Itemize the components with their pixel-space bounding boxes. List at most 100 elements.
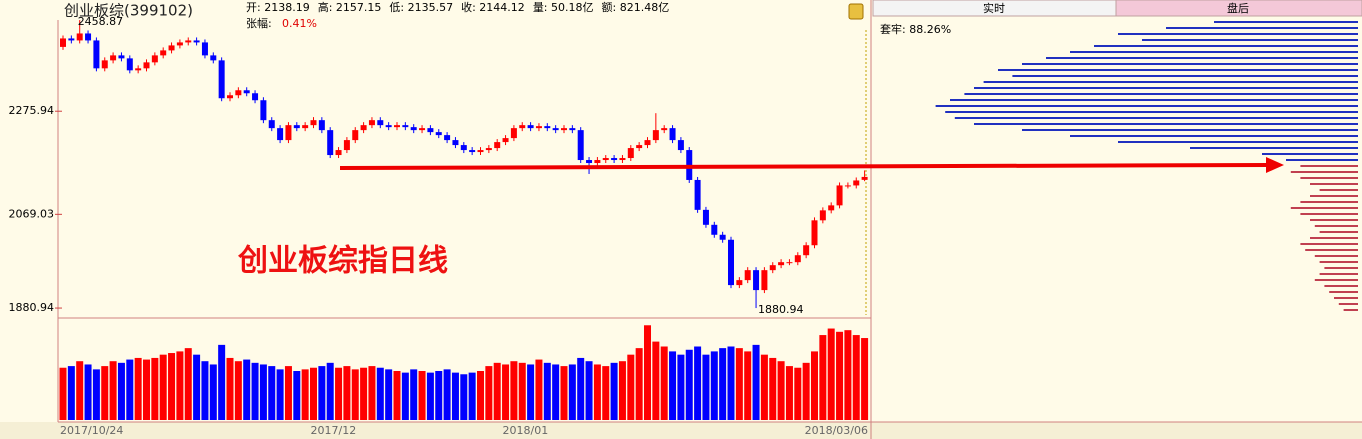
change-label: 张幅: xyxy=(246,17,272,30)
candle-body xyxy=(778,262,785,266)
volume-bar xyxy=(343,366,351,420)
candle-body xyxy=(669,128,676,141)
candle-body xyxy=(677,140,684,151)
candle-body xyxy=(402,125,409,128)
volume-bar xyxy=(209,364,217,420)
candle-body xyxy=(494,142,501,149)
candle-body xyxy=(427,128,434,133)
volume-bar xyxy=(760,354,768,420)
candle-body xyxy=(135,68,142,71)
volume-bar xyxy=(552,364,560,420)
candle-body xyxy=(694,179,701,210)
volume-bar xyxy=(143,359,150,420)
volume-bar xyxy=(101,366,109,420)
x-tick-label: 2017/10/24 xyxy=(60,424,123,437)
candle-body xyxy=(636,145,643,149)
candle-body xyxy=(368,120,375,126)
candle-body xyxy=(644,140,651,146)
candle-body xyxy=(569,128,576,131)
volume-bar xyxy=(168,353,176,420)
candle-body xyxy=(210,55,217,61)
volume-bar xyxy=(777,361,785,420)
volume-bar xyxy=(819,335,827,420)
candle-body xyxy=(410,127,417,131)
x-tick-label: 2017/12 xyxy=(311,424,357,437)
volume-bar xyxy=(335,367,343,420)
volume-bar xyxy=(67,366,75,420)
volume-bar xyxy=(159,354,167,420)
candle-body xyxy=(335,150,342,156)
volume-bar xyxy=(259,364,267,420)
candle-body xyxy=(60,38,66,47)
volume-bar xyxy=(518,362,526,420)
candle-body xyxy=(285,125,292,141)
tab-label[interactable]: 实时 xyxy=(983,1,1005,15)
candle-body xyxy=(535,126,542,129)
candle-body xyxy=(519,125,526,129)
volume-bar xyxy=(602,366,610,420)
candle-body xyxy=(853,180,860,186)
candle-body xyxy=(611,158,618,161)
candle-body xyxy=(803,245,810,256)
volume-bar xyxy=(401,372,409,420)
volume-bar xyxy=(710,351,718,420)
volume-bar xyxy=(318,366,326,420)
candle-body xyxy=(227,95,233,99)
quote-info: 高: 2157.15 xyxy=(318,0,382,14)
volume-bar xyxy=(568,364,576,420)
volume-bar xyxy=(326,362,334,420)
x-tick-label: 2018/03/06 xyxy=(805,424,868,437)
volume-bar xyxy=(385,369,393,420)
candle-body xyxy=(627,148,634,159)
volume-bar xyxy=(685,349,693,420)
candle-body xyxy=(452,140,459,146)
candle-body xyxy=(561,128,567,131)
candle-body xyxy=(352,130,359,141)
annotation: 创业板综指日线 xyxy=(237,244,448,279)
y-tick-label: 2069.03 xyxy=(9,207,55,220)
candle-body xyxy=(502,138,509,143)
candle-body xyxy=(769,265,776,271)
candle-body xyxy=(485,148,492,151)
volume-bar xyxy=(226,357,234,420)
volume-bar xyxy=(468,372,476,420)
volume-bar xyxy=(836,331,844,420)
volume-bar xyxy=(543,362,551,420)
tab[interactable] xyxy=(1115,0,1362,17)
volume-bar xyxy=(117,362,125,420)
volume-bar xyxy=(276,369,284,420)
volume-bar xyxy=(618,361,626,420)
candle-body xyxy=(168,45,175,51)
volume-bar xyxy=(769,357,777,420)
candle-body xyxy=(435,132,442,136)
candle-body xyxy=(243,90,250,94)
volume-bar xyxy=(310,367,317,420)
volume-bar xyxy=(735,348,743,420)
change-value: 0.41% xyxy=(282,17,317,30)
volume-bar xyxy=(451,372,459,420)
candle-body xyxy=(377,120,384,126)
candle-body xyxy=(277,128,284,141)
trapped-label: 套牢: 88.26% xyxy=(880,22,951,36)
candle-body xyxy=(652,130,659,141)
candle-body xyxy=(836,185,843,206)
volume-bar xyxy=(176,351,184,420)
volume-bar xyxy=(577,357,585,420)
candle-body xyxy=(594,160,601,164)
volume-bar xyxy=(593,364,601,420)
lock-icon[interactable] xyxy=(848,3,864,20)
volume-bar xyxy=(669,351,677,420)
volume-bar xyxy=(802,362,810,420)
candle-body xyxy=(143,62,150,69)
tab-label[interactable]: 盘后 xyxy=(1227,1,1249,15)
volume-bar xyxy=(234,361,242,420)
candle-body xyxy=(753,270,760,291)
volume-bar xyxy=(560,366,568,420)
volume-bar xyxy=(293,371,301,420)
candle-body xyxy=(151,55,158,63)
quote-info: 收: 2144.12 xyxy=(461,0,525,14)
candle-body xyxy=(360,125,367,131)
candle-body xyxy=(185,40,192,43)
candle-body xyxy=(794,255,801,263)
